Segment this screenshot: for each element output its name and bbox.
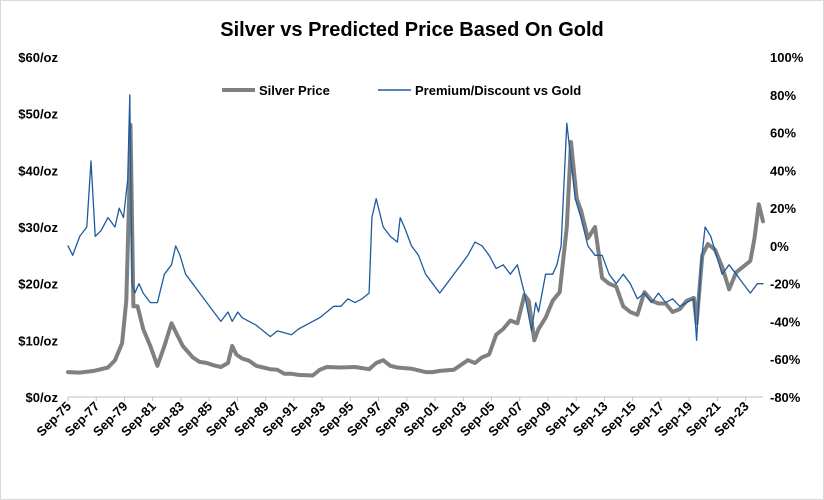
legend-label-premium-discount: Premium/Discount vs Gold (415, 83, 581, 98)
right-axis: -80% -60% -40% -20% 0% 20% 40% 60% 80% 100% (770, 50, 804, 405)
right-axis-tick-label: 60% (770, 126, 796, 141)
right-axis-tick-label: 0% (770, 239, 789, 254)
x-axis: Sep-75Sep-77Sep-79Sep-81Sep-83Sep-85Sep-… (33, 396, 763, 439)
series-line-premium-discount (67, 94, 764, 341)
right-axis-tick-label: 100% (770, 50, 804, 65)
left-axis-tick-label: $60/oz (18, 50, 58, 65)
right-axis-tick-label: 20% (770, 201, 796, 216)
right-axis-tick-label: -60% (770, 352, 801, 367)
right-axis-tick-label: 80% (770, 88, 796, 103)
left-axis-tick-label: $0/oz (25, 390, 58, 405)
series-layer (66, 94, 765, 378)
left-axis: $0/oz $10/oz $20/oz $30/oz $40/oz $50/oz $60/o… (18, 50, 58, 405)
right-axis-tick-label: 40% (770, 163, 796, 178)
right-axis-tick-label: -20% (770, 277, 801, 292)
right-axis-tick-label: -40% (770, 314, 801, 329)
left-axis-tick-label: $40/oz (18, 163, 58, 178)
legend-label-silver-price: Silver Price (259, 83, 330, 98)
series-line-silver-price (66, 123, 765, 378)
left-axis-tick-label: $20/oz (18, 277, 58, 292)
legend: Silver Price Premium/Discount vs Gold (222, 83, 581, 98)
right-axis-tick-label: -80% (770, 390, 801, 405)
chart-title: Silver vs Predicted Price Based On Gold (220, 19, 604, 41)
left-axis-tick-label: $10/oz (18, 333, 58, 348)
left-axis-tick-label: $30/oz (18, 220, 58, 235)
left-axis-tick-label: $50/oz (18, 107, 58, 122)
